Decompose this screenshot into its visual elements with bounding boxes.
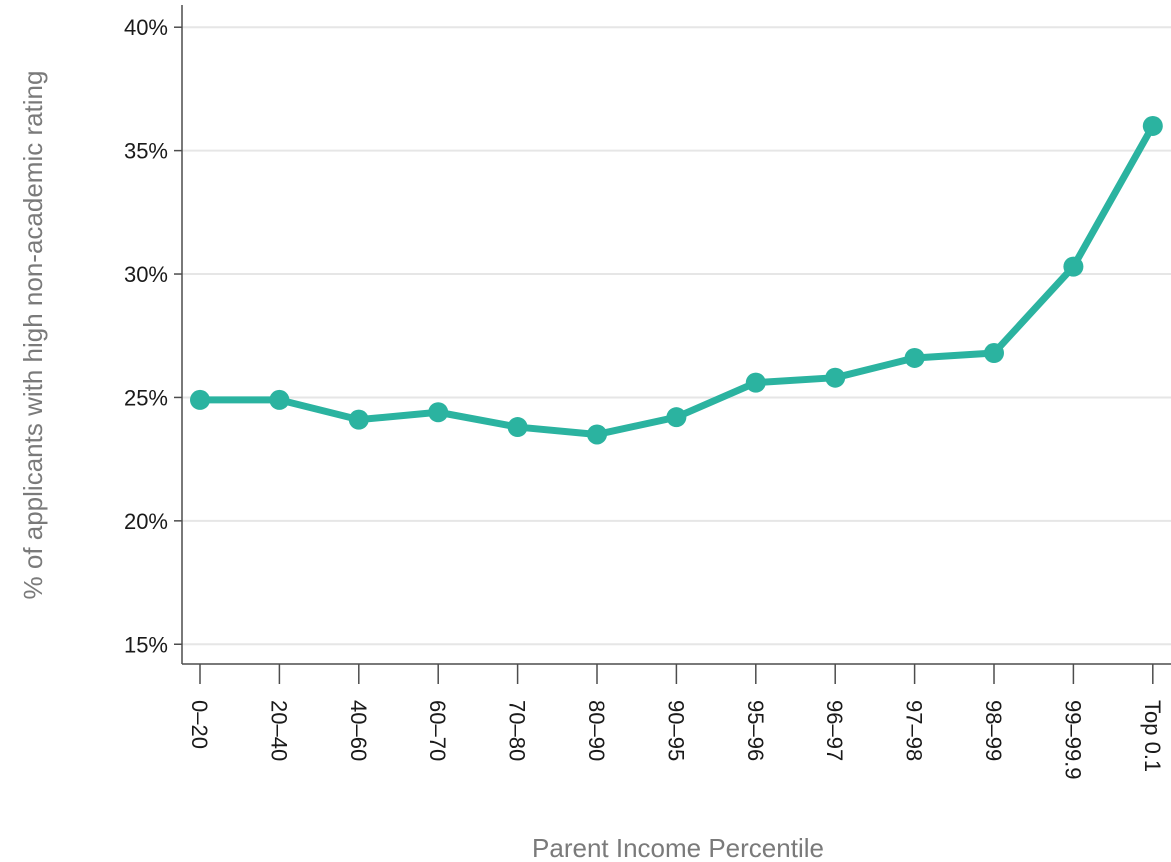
y-tick-label: 40% <box>124 15 168 40</box>
x-tick-label: 40–60 <box>346 700 371 761</box>
x-tick-label: 96–97 <box>822 700 847 761</box>
data-point <box>666 407 687 428</box>
y-tick-label: 20% <box>124 509 168 534</box>
data-point <box>507 417 528 438</box>
series-line-group <box>196 122 1157 438</box>
y-tick-label: 25% <box>124 385 168 410</box>
series-line <box>196 122 1157 438</box>
data-point <box>745 372 766 393</box>
data-point <box>587 424 607 445</box>
x-tick-label: 99–99.9 <box>1060 700 1085 780</box>
x-tick-label: 60–70 <box>425 700 450 761</box>
x-tick-label: 95–96 <box>743 700 768 761</box>
data-point <box>348 409 369 430</box>
data-point <box>1063 256 1084 277</box>
data-point <box>984 343 1004 364</box>
data-point <box>190 389 210 410</box>
x-tick-label: 20–40 <box>266 700 291 761</box>
data-points <box>190 115 1163 445</box>
y-tick-label: 15% <box>124 632 168 657</box>
data-point <box>269 389 290 410</box>
data-point <box>428 402 449 423</box>
x-tick-label: 98–99 <box>981 700 1006 761</box>
y-tick-label: 35% <box>124 139 168 164</box>
y-axis-title: % of applicants with high non-academic r… <box>18 71 48 600</box>
data-point <box>904 347 925 368</box>
y-axis-ticks: 15% 20% 25% 30% 35% 40% <box>124 15 182 657</box>
x-tick-label: Top 0.1 <box>1140 700 1165 772</box>
data-point <box>825 367 846 388</box>
x-axis-ticks: 0–20 20–40 40–60 60–70 70–80 80–90 90–95 95–96 9… <box>187 664 1165 780</box>
x-tick-label: 70–80 <box>505 700 530 761</box>
x-axis-title: Parent Income Percentile <box>532 833 824 862</box>
x-tick-label: 90–95 <box>663 700 688 761</box>
gridlines <box>182 26 1171 646</box>
x-tick-label: 97–98 <box>902 700 927 761</box>
x-tick-label: 0–20 <box>187 700 212 749</box>
data-point <box>1142 115 1163 136</box>
y-tick-label: 30% <box>124 262 168 287</box>
x-tick-label: 80–90 <box>584 700 609 761</box>
